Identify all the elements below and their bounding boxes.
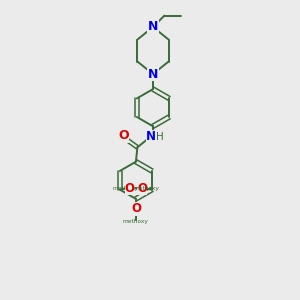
Text: O: O <box>118 129 129 142</box>
Text: O: O <box>131 202 141 215</box>
Text: H: H <box>156 131 164 142</box>
Text: methoxy: methoxy <box>123 219 149 224</box>
Text: methoxy: methoxy <box>134 186 160 190</box>
Text: O: O <box>137 182 147 195</box>
Text: methoxy: methoxy <box>112 186 138 190</box>
Text: N: N <box>148 20 158 34</box>
Text: O: O <box>125 182 135 195</box>
Text: N: N <box>148 68 158 81</box>
Text: N: N <box>146 130 156 143</box>
